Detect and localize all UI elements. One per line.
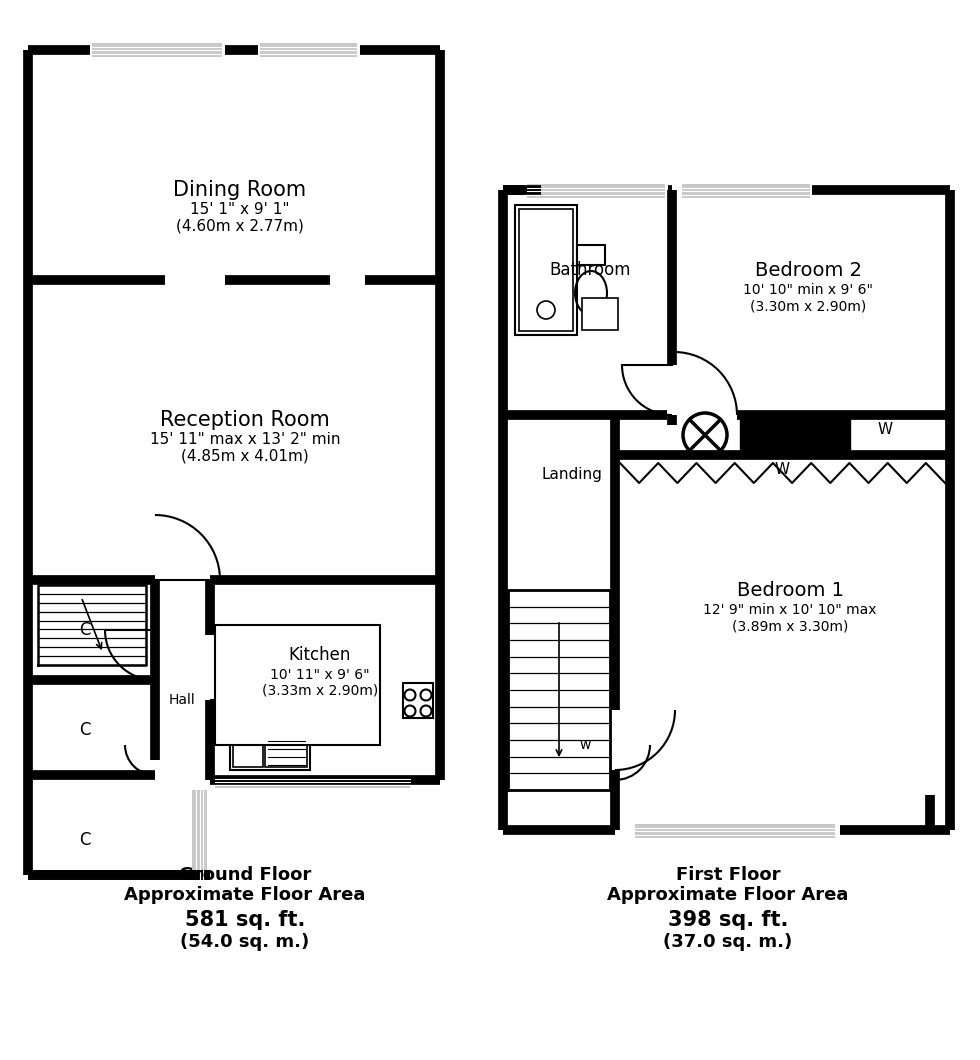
Text: C: C [79,721,91,739]
Bar [230,720,310,770]
Text: Bedroom 1: Bedroom 1 [737,581,844,600]
Bar [740,416,850,455]
Bar [577,245,605,265]
Text: Reception Room: Reception Room [160,410,330,430]
Bar [192,790,207,880]
Bar [519,209,573,331]
Text: Kitchen: Kitchen [289,646,351,664]
Text: 10' 10" min x 9' 6": 10' 10" min x 9' 6" [743,283,873,297]
Bar [233,725,263,767]
Text: Approximate Floor Area: Approximate Floor Area [124,886,366,904]
Bar [92,43,222,57]
Text: C: C [79,831,91,849]
Text: (37.0 sq. m.): (37.0 sq. m.) [663,933,793,951]
Text: 15' 1" x 9' 1": 15' 1" x 9' 1" [190,202,290,217]
Text: Bedroom 2: Bedroom 2 [755,261,861,280]
Text: 10' 11" x 9' 6": 10' 11" x 9' 6" [270,668,369,682]
Text: w: w [579,738,591,752]
Bar [403,683,433,718]
Text: Dining Room: Dining Room [173,180,307,200]
Text: (4.85m x 4.01m): (4.85m x 4.01m) [181,448,309,463]
Bar [260,43,357,57]
Text: Ground Floor: Ground Floor [179,866,311,884]
Text: Landing: Landing [542,467,603,482]
Bar [582,298,618,330]
Text: W: W [877,423,893,438]
Bar [515,205,577,335]
Text: W: W [775,462,790,477]
Text: Bathroom: Bathroom [549,261,631,279]
Bar [265,723,307,767]
Text: C: C [79,621,91,639]
Text: 15' 11" max x 13' 2" min: 15' 11" max x 13' 2" min [150,432,340,447]
Bar [215,776,410,788]
Bar [682,184,810,198]
Text: (54.0 sq. m.): (54.0 sq. m.) [180,933,310,951]
Text: Hall: Hall [169,693,195,707]
Text: 581 sq. ft.: 581 sq. ft. [185,909,305,930]
Text: 12' 9" min x 10' 10" max: 12' 9" min x 10' 10" max [704,603,877,617]
Bar [215,625,380,745]
Bar [527,184,665,198]
Text: (4.60m x 2.77m): (4.60m x 2.77m) [176,218,304,233]
Bar [635,824,835,838]
Text: (3.30m x 2.90m): (3.30m x 2.90m) [750,299,866,313]
Text: (3.33m x 2.90m): (3.33m x 2.90m) [262,684,378,697]
Text: (3.89m x 3.30m): (3.89m x 3.30m) [732,619,848,633]
Text: 398 sq. ft.: 398 sq. ft. [667,909,788,930]
Text: Approximate Floor Area: Approximate Floor Area [608,886,849,904]
Text: First Floor: First Floor [676,866,780,884]
